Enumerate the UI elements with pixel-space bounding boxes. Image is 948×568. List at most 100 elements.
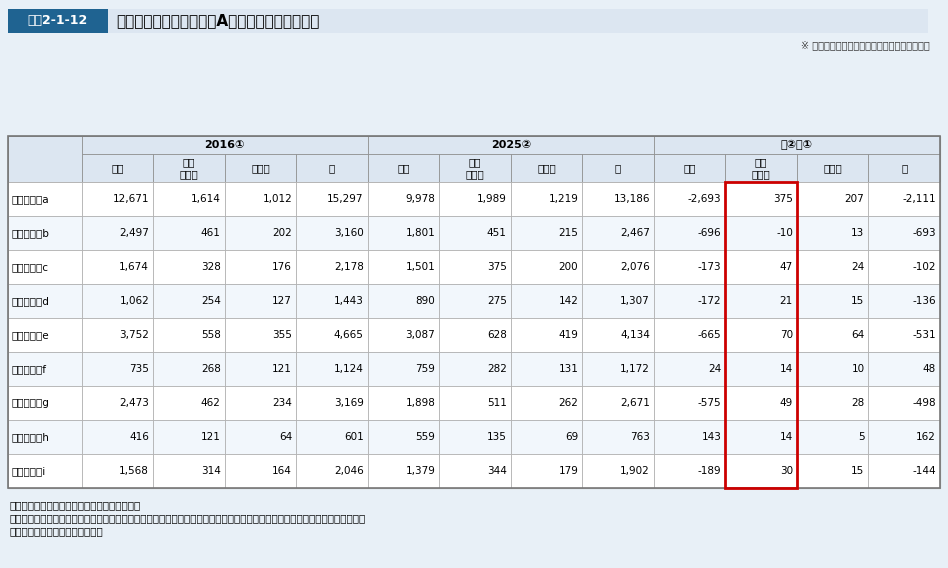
- Bar: [368, 136, 654, 154]
- Bar: [725, 386, 797, 420]
- Text: 890: 890: [415, 296, 435, 306]
- Bar: [654, 216, 725, 250]
- Text: 12,671: 12,671: [113, 194, 149, 204]
- Text: -136: -136: [912, 296, 936, 306]
- Bar: [797, 182, 868, 216]
- Bar: [225, 318, 296, 352]
- Text: 176: 176: [272, 262, 292, 272]
- Bar: [439, 420, 511, 454]
- Text: 131: 131: [558, 364, 578, 374]
- Text: 二次医療圏c: 二次医療圏c: [12, 262, 49, 272]
- Bar: [511, 182, 582, 216]
- Text: その他: その他: [538, 163, 556, 173]
- Text: 2025②: 2025②: [491, 140, 531, 150]
- Bar: [8, 136, 940, 488]
- Bar: [582, 386, 654, 420]
- Bar: [82, 318, 154, 352]
- Text: 202: 202: [272, 228, 292, 238]
- Text: 601: 601: [344, 432, 364, 442]
- Bar: [582, 318, 654, 352]
- Bar: [8, 386, 82, 420]
- Bar: [439, 318, 511, 352]
- Text: -2,693: -2,693: [687, 194, 721, 204]
- Bar: [368, 216, 439, 250]
- Bar: [368, 250, 439, 284]
- Text: 628: 628: [487, 330, 507, 340]
- Bar: [82, 136, 368, 154]
- Text: 69: 69: [565, 432, 578, 442]
- Text: 254: 254: [201, 296, 221, 306]
- Text: 64: 64: [279, 432, 292, 442]
- Text: -665: -665: [698, 330, 721, 340]
- Text: 416: 416: [129, 432, 149, 442]
- Text: 70: 70: [780, 330, 793, 340]
- Text: 13,186: 13,186: [613, 194, 650, 204]
- Text: 759: 759: [415, 364, 435, 374]
- Text: （注）　医療分野とは病院、有床診療所、精神病床、無床診療所、在宅・介護分野とは訪問看護事業所、介護保険サービス等、: （注） 医療分野とは病院、有床診療所、精神病床、無床診療所、在宅・介護分野とは訪…: [10, 513, 366, 523]
- Text: 451: 451: [487, 228, 507, 238]
- Bar: [368, 182, 439, 216]
- Text: 234: 234: [272, 398, 292, 408]
- Bar: [82, 250, 154, 284]
- Bar: [868, 182, 940, 216]
- Bar: [511, 154, 582, 182]
- Text: -693: -693: [912, 228, 936, 238]
- Text: 559: 559: [415, 432, 435, 442]
- Text: 3,752: 3,752: [119, 330, 149, 340]
- Text: 143: 143: [702, 432, 721, 442]
- Text: 558: 558: [201, 330, 221, 340]
- Text: 二次医療圏b: 二次医療圏b: [12, 228, 50, 238]
- Text: 15,297: 15,297: [327, 194, 364, 204]
- Bar: [225, 386, 296, 420]
- Bar: [225, 182, 296, 216]
- Text: 14: 14: [779, 364, 793, 374]
- Bar: [154, 250, 225, 284]
- Bar: [8, 420, 82, 454]
- Text: 2,671: 2,671: [620, 398, 650, 408]
- Bar: [439, 154, 511, 182]
- Bar: [439, 454, 511, 488]
- Text: -102: -102: [913, 262, 936, 272]
- Bar: [368, 352, 439, 386]
- Text: 1,674: 1,674: [119, 262, 149, 272]
- Bar: [108, 9, 928, 33]
- Text: 268: 268: [201, 364, 221, 374]
- Bar: [797, 454, 868, 488]
- Bar: [439, 352, 511, 386]
- Text: 二次医療圏i: 二次医療圏i: [12, 466, 46, 476]
- Bar: [82, 182, 154, 216]
- Bar: [868, 154, 940, 182]
- Bar: [511, 420, 582, 454]
- Bar: [8, 9, 108, 33]
- Bar: [654, 136, 940, 154]
- Bar: [582, 420, 654, 454]
- Text: 計: 計: [329, 163, 335, 173]
- Text: 1,902: 1,902: [620, 466, 650, 476]
- Text: 3,160: 3,160: [334, 228, 364, 238]
- Bar: [82, 454, 154, 488]
- Text: 28: 28: [851, 398, 865, 408]
- Text: 2,046: 2,046: [334, 466, 364, 476]
- Text: 142: 142: [558, 296, 578, 306]
- Bar: [654, 284, 725, 318]
- Text: 資料：厚生労働省医政局看護課において作成。: 資料：厚生労働省医政局看護課において作成。: [10, 500, 141, 510]
- Text: 262: 262: [558, 398, 578, 408]
- Text: 医療: 医療: [684, 163, 696, 173]
- Bar: [296, 182, 368, 216]
- Text: 1,307: 1,307: [620, 296, 650, 306]
- Bar: [154, 318, 225, 352]
- Bar: [82, 284, 154, 318]
- Bar: [439, 386, 511, 420]
- Text: 在宅
・介護: 在宅 ・介護: [752, 157, 771, 179]
- Bar: [868, 352, 940, 386]
- Text: 162: 162: [916, 432, 936, 442]
- Text: 9,978: 9,978: [406, 194, 435, 204]
- Text: 1,172: 1,172: [620, 364, 650, 374]
- Text: 24: 24: [708, 364, 721, 374]
- Bar: [654, 154, 725, 182]
- Bar: [225, 284, 296, 318]
- Bar: [225, 454, 296, 488]
- Text: 二次医療圏a: 二次医療圏a: [12, 194, 49, 204]
- Bar: [82, 352, 154, 386]
- Text: 1,801: 1,801: [406, 228, 435, 238]
